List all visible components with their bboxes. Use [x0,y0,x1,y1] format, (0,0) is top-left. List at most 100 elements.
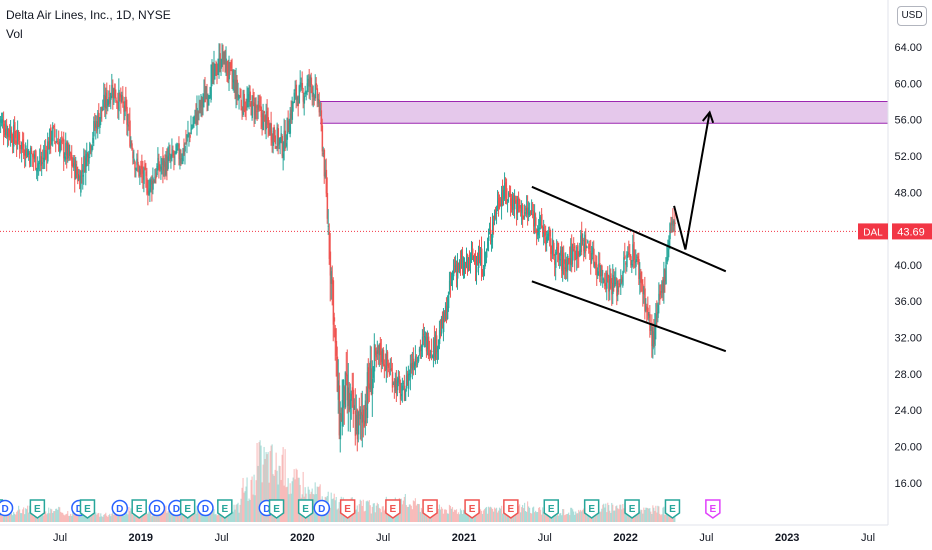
candle-body [409,363,412,378]
volume-bar [64,515,66,522]
earnings-markers[interactable]: DEDEDEDEDDEDEDEEDEEEEEEEEEE [0,499,721,519]
earnings-marker[interactable]: E [583,499,600,519]
candle-body [370,368,373,395]
volume-bar [379,508,381,522]
volume-bar [256,443,258,522]
volume-bar [147,513,149,522]
candle-body [530,210,532,215]
trendline-drawings[interactable] [531,110,727,353]
volume-bar [181,508,183,522]
candle-body [581,232,583,245]
volume-bar [33,516,35,522]
volume-bar [616,505,618,522]
earnings-marker[interactable]: E [705,499,721,519]
candle-body [517,198,519,213]
earnings-marker[interactable]: E [297,499,314,519]
channel-lower-line[interactable] [531,280,727,353]
earnings-marker[interactable]: E [79,499,96,519]
dividend-marker[interactable]: D [0,499,14,517]
volume-bar [619,504,621,522]
price-axis[interactable]: 64.0060.0056.0052.0048.0044.0040.0036.00… [894,42,922,490]
candle-body [541,214,543,228]
chart-title: Delta Air Lines, Inc., 1D, NYSE [6,8,171,22]
currency-button[interactable]: USD [897,6,927,26]
candle-body [606,272,608,289]
earnings-marker[interactable]: E [543,499,560,519]
earnings-marker[interactable]: E [217,499,233,519]
earnings-marker[interactable]: E [422,499,438,519]
volume-bar [62,512,64,522]
candle-body [426,336,429,350]
candle-body [505,182,507,193]
earnings-marker[interactable]: E [503,499,519,519]
candle-body [239,95,241,98]
candle-body [83,155,85,173]
volume-bar [558,515,560,522]
candle-body [262,113,264,131]
volume-bar [449,505,452,522]
volume-bar [601,508,603,522]
candle-body [177,144,179,147]
marker-letter: E [273,504,280,515]
volume-bar [536,512,538,522]
earnings-marker[interactable]: E [464,499,480,519]
candle-body [50,127,52,145]
candle-body [585,238,587,252]
candle-body [650,326,652,331]
earnings-marker-shape [268,499,285,519]
candle-body [569,258,571,264]
volume-bar [132,514,134,522]
candle-body [289,113,292,134]
candle-body [56,140,58,143]
earnings-marker[interactable]: E [29,499,46,519]
earnings-marker[interactable]: E [664,499,681,519]
earnings-marker[interactable]: E [385,499,401,519]
earnings-marker[interactable]: E [624,499,640,519]
dividend-marker[interactable]: D [197,499,214,517]
volume-bar [149,509,151,522]
candle-body [441,316,444,328]
volume-bar [104,514,106,522]
candle-body [183,144,185,154]
candle-body [277,128,280,146]
candle-body [617,286,619,292]
candle-body [511,203,513,210]
time-axis[interactable]: Jul 2019 Jul 2020 Jul 2021 Jul 2022 Jul 2023 Jul [53,532,875,544]
y-tick-label: 56.00 [894,115,922,127]
volume-bar [643,507,645,522]
earnings-marker[interactable]: E [268,499,285,519]
volume-bar [51,509,53,522]
candle-body [543,232,545,237]
dividend-marker[interactable]: D [111,499,129,517]
volume-bar [640,509,642,522]
candle-body [570,246,572,266]
earnings-marker[interactable]: E [339,499,356,519]
earnings-marker[interactable]: E [179,499,196,519]
dividend-marker[interactable]: D [148,499,166,517]
candle-body [317,98,320,104]
channel-upper-line[interactable] [531,185,727,273]
volume-bar [125,511,127,522]
volume-bar [444,509,447,522]
candle-body [131,143,133,149]
volume-bar [374,512,376,522]
volume-bar [101,516,103,522]
candle-body [627,251,629,256]
candle-body [158,161,160,171]
volume-bar [450,508,453,522]
volume-bar [588,514,590,522]
marker-letter: D [202,504,209,515]
candle-body [136,158,138,165]
volume-bar [294,479,296,522]
volume-bar [485,506,488,522]
candle-body [42,157,44,159]
volume-indicator-label[interactable]: Vol [6,27,23,41]
volume-bar [418,504,420,522]
volume-bar [263,446,265,522]
earnings-marker[interactable]: E [131,499,147,519]
projection-path[interactable] [673,112,711,250]
dividend-marker[interactable]: D [313,499,331,517]
candle-body [362,409,365,422]
candle-body [162,155,164,171]
